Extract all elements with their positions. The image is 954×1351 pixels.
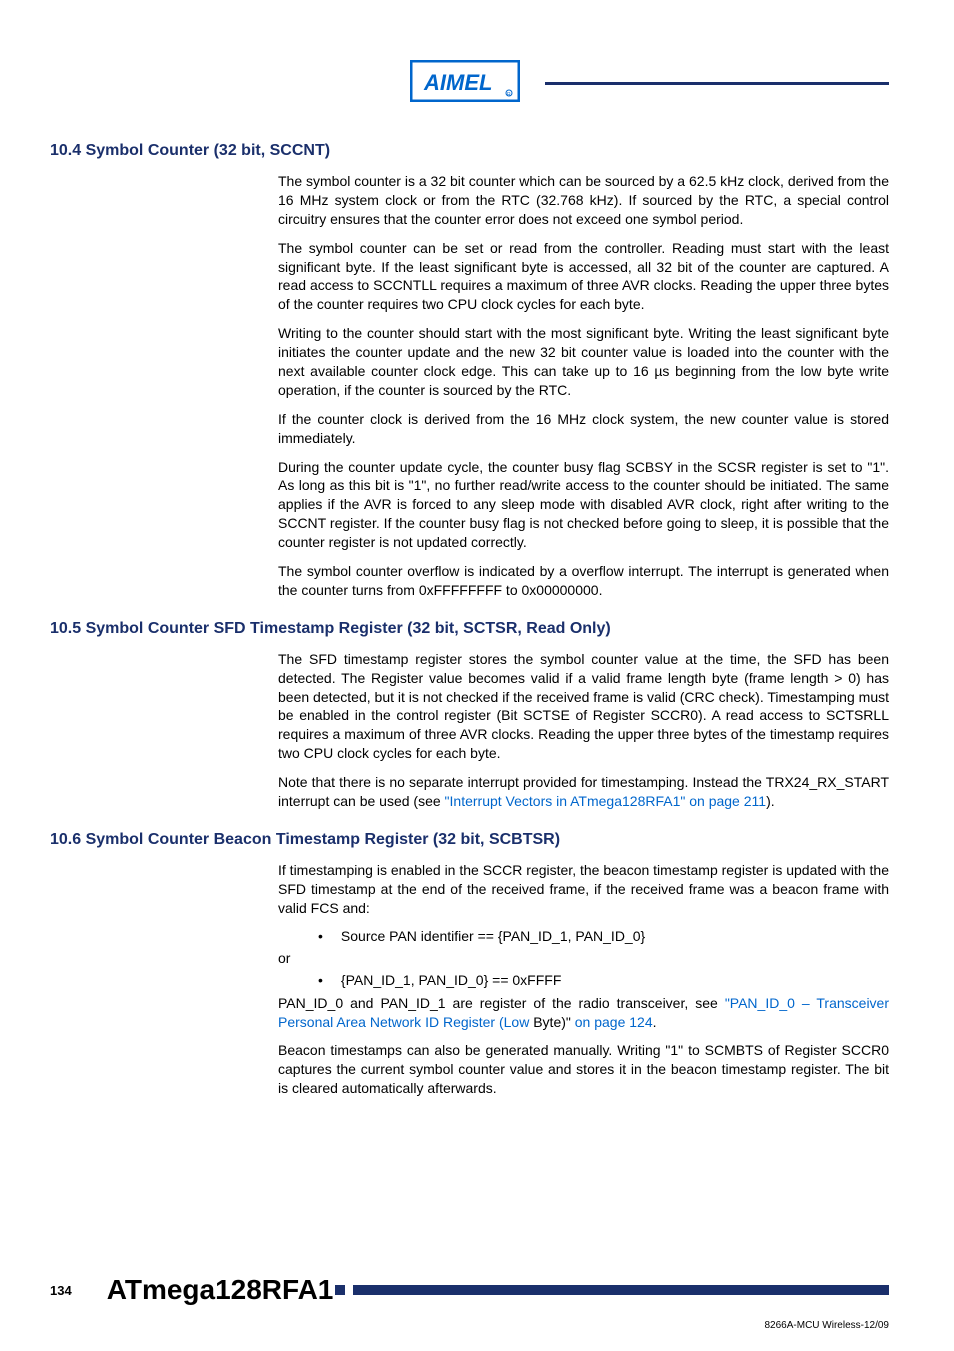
paragraph: PAN_ID_0 and PAN_ID_1 are register of th… bbox=[278, 994, 889, 1032]
page-header: AIMEL R bbox=[410, 60, 889, 107]
header-rule bbox=[545, 82, 889, 85]
page-footer: 134 ATmega128RFA1 bbox=[50, 1274, 889, 1306]
paragraph: The SFD timestamp register stores the sy… bbox=[278, 650, 889, 763]
footer-title: ATmega128RFA1 bbox=[107, 1274, 334, 1306]
link-interrupt-vectors[interactable]: "Interrupt Vectors in ATmega128RFA1" on … bbox=[445, 793, 767, 809]
svg-text:AIMEL: AIMEL bbox=[423, 70, 492, 95]
section-10-5-heading: 10.5 Symbol Counter SFD Timestamp Regist… bbox=[50, 620, 889, 638]
paragraph: During the counter update cycle, the cou… bbox=[278, 458, 889, 552]
text: . bbox=[653, 1014, 657, 1030]
paragraph: The symbol counter can be set or read fr… bbox=[278, 239, 889, 315]
link-page-124[interactable]: on page 124 bbox=[575, 1014, 653, 1030]
bullet-item: {PAN_ID_1, PAN_ID_0} == 0xFFFF bbox=[318, 972, 889, 988]
atmel-logo: AIMEL R bbox=[410, 60, 520, 107]
section-10-4-heading: 10.4 Symbol Counter (32 bit, SCCNT) bbox=[50, 142, 889, 160]
text: ). bbox=[766, 793, 775, 809]
paragraph: Note that there is no separate interrupt… bbox=[278, 773, 889, 811]
paragraph: If timestamping is enabled in the SCCR r… bbox=[278, 861, 889, 918]
footer-rule bbox=[353, 1285, 889, 1295]
bullet-item: Source PAN identifier == {PAN_ID_1, PAN_… bbox=[318, 928, 889, 944]
or-separator: or bbox=[278, 950, 889, 966]
paragraph: The symbol counter is a 32 bit counter w… bbox=[278, 172, 889, 229]
page-number: 134 bbox=[50, 1283, 72, 1298]
svg-text:R: R bbox=[507, 92, 511, 98]
section-10-6-heading: 10.6 Symbol Counter Beacon Timestamp Reg… bbox=[50, 831, 889, 849]
paragraph: If the counter clock is derived from the… bbox=[278, 410, 889, 448]
paragraph: Beacon timestamps can also be generated … bbox=[278, 1041, 889, 1098]
paragraph: Writing to the counter should start with… bbox=[278, 324, 889, 400]
paragraph: The symbol counter overflow is indicated… bbox=[278, 562, 889, 600]
text: PAN_ID_0 and PAN_ID_1 are register of th… bbox=[278, 995, 725, 1011]
text: Byte)" bbox=[533, 1014, 575, 1030]
document-id: 8266A-MCU Wireless-12/09 bbox=[765, 1320, 890, 1331]
